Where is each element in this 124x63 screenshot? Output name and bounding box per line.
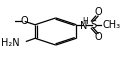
Text: H: H <box>83 17 88 26</box>
Text: O: O <box>95 32 102 42</box>
Text: CH₃: CH₃ <box>103 20 121 30</box>
Text: O: O <box>20 16 28 26</box>
Text: S: S <box>91 20 97 30</box>
Text: O: O <box>95 7 102 17</box>
Text: H₂N: H₂N <box>1 38 20 48</box>
Text: N: N <box>80 21 88 31</box>
